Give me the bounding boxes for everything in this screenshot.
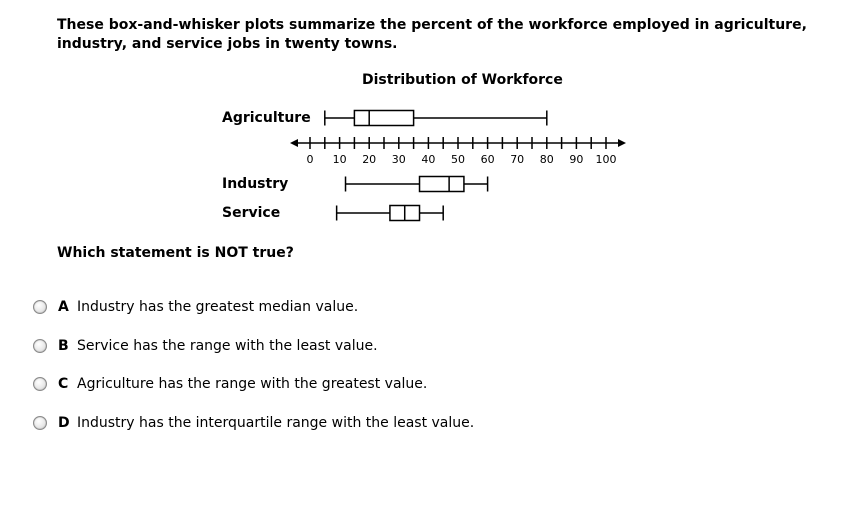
axis-tick-label: 10 bbox=[333, 153, 347, 166]
label-agriculture: Agriculture bbox=[222, 110, 311, 126]
choice-letter: A bbox=[58, 299, 69, 316]
question-prompt: These box-and-whisker plots summarize th… bbox=[57, 17, 807, 52]
radio-button-icon[interactable] bbox=[33, 415, 47, 430]
axis-tick-label: 0 bbox=[307, 153, 314, 166]
question-text: Which statement is NOT true? bbox=[57, 245, 294, 261]
axis-tick-label: 60 bbox=[481, 153, 495, 166]
choice-b[interactable]: B Service has the range with the least v… bbox=[33, 327, 474, 366]
choice-text: Agriculture has the range with the great… bbox=[77, 376, 428, 393]
axis-tick-label: 30 bbox=[392, 153, 406, 166]
choice-c[interactable]: C Agriculture has the range with the gre… bbox=[33, 365, 474, 404]
axis-tick-label: 20 bbox=[362, 153, 376, 166]
axis-tick-label: 90 bbox=[569, 153, 583, 166]
radio-button-icon[interactable] bbox=[33, 338, 47, 353]
axis-tick-label: 70 bbox=[510, 153, 524, 166]
choice-text: Service has the range with the least val… bbox=[77, 337, 378, 354]
label-industry: Industry bbox=[222, 176, 289, 192]
choice-text: Industry has the interquartile range wit… bbox=[77, 414, 475, 431]
choice-letter: D bbox=[58, 414, 70, 431]
axis-tick-label: 50 bbox=[451, 153, 465, 166]
axis-arrow-left-icon bbox=[290, 139, 298, 147]
answer-choices: A Industry has the greatest median value… bbox=[33, 288, 474, 442]
chart-title: Distribution of Workforce bbox=[362, 72, 563, 88]
box-plot-chart: 0 10 20 30 40 50 60 70 80 90 100 bbox=[290, 109, 626, 222]
choice-letter: C bbox=[58, 376, 69, 393]
radio-button-icon[interactable] bbox=[33, 300, 47, 315]
radio-button-icon[interactable] bbox=[33, 377, 47, 392]
choice-a[interactable]: A Industry has the greatest median value… bbox=[33, 288, 474, 327]
axis-arrow-right-icon bbox=[618, 139, 626, 147]
iqr-box bbox=[418, 175, 465, 193]
axis-tick-label: 80 bbox=[540, 153, 554, 166]
label-service: Service bbox=[222, 205, 281, 221]
axis-tick-label: 100 bbox=[596, 153, 617, 166]
choice-letter: B bbox=[58, 337, 69, 354]
choice-text: Industry has the greatest median value. bbox=[77, 299, 359, 316]
axis-tick-label: 40 bbox=[421, 153, 435, 166]
choice-d[interactable]: D Industry has the interquartile range w… bbox=[33, 404, 474, 443]
iqr-box bbox=[353, 109, 415, 127]
